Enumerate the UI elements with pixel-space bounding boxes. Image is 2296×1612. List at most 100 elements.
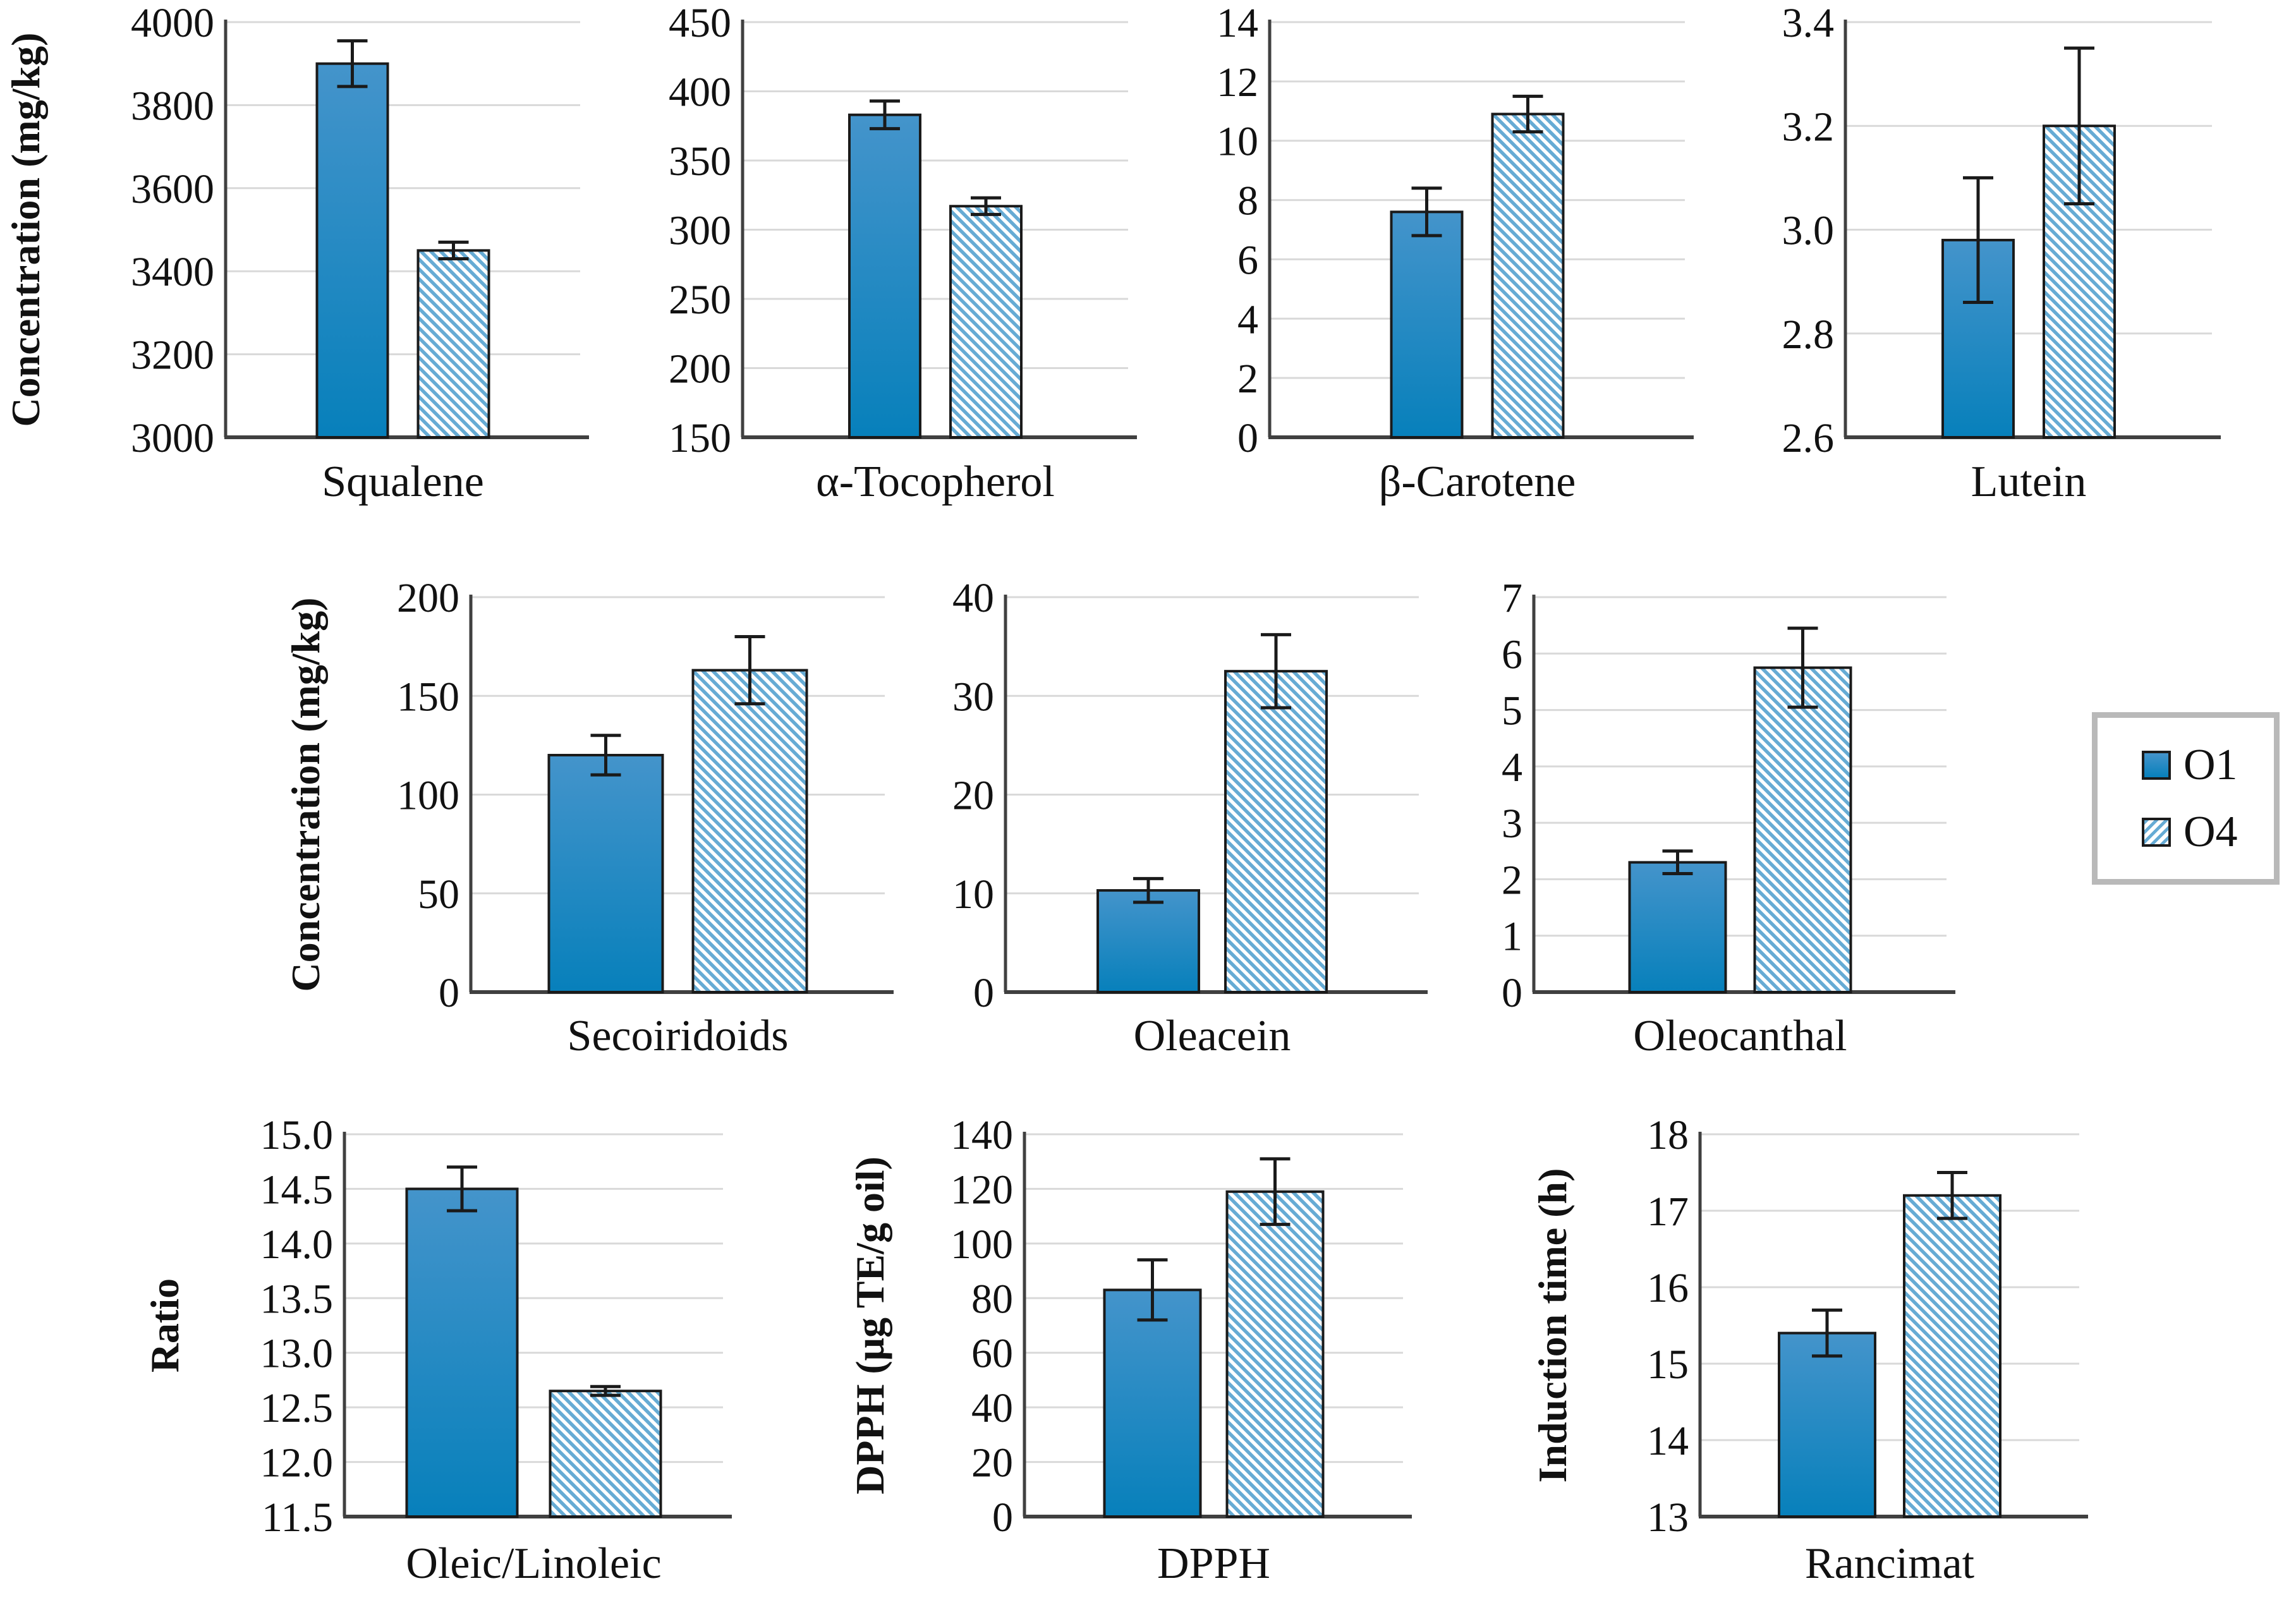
- y-tick-label: 120: [951, 1167, 1013, 1213]
- y-tick-label: 13.0: [260, 1331, 334, 1377]
- panel-secoiridoids: 0 50 100 150 200 Secoiridoids Concentration (m…: [283, 575, 894, 1060]
- legend-label-o4: O4: [2184, 807, 2238, 856]
- y-tick-label: 3200: [131, 332, 214, 379]
- y-tick-label: 17: [1647, 1189, 1689, 1235]
- y-tick-label: 11.5: [262, 1494, 333, 1541]
- y-tick-label: 250: [669, 277, 731, 323]
- error-bar-o1: [1137, 1258, 1168, 1322]
- error-bar-o1: [447, 1165, 477, 1213]
- legend-swatch-o1-solid: [2142, 750, 2171, 780]
- y-tick-label: 14.0: [260, 1221, 334, 1268]
- error-bar-o4: [1787, 626, 1818, 709]
- error-bar-o4: [1937, 1171, 1967, 1220]
- x-category-label: Oleic/Linoleic: [406, 1539, 661, 1588]
- y-tick-label: 10: [1217, 119, 1258, 165]
- y-tick-label: 3: [1502, 801, 1522, 847]
- secoiridoids-bar-o1: [547, 754, 664, 993]
- error-bar-o4: [438, 240, 469, 260]
- y-tick-label: 3600: [131, 166, 214, 212]
- panel-dpph: 0 20 40 60 80 100 120 140 DPPH DPPH (μg TE/g oil): [847, 1112, 1412, 1588]
- panel-tocopherol: 150 200 250 300 350 400 450 α-Tocopherol: [669, 0, 1137, 506]
- squalene-bar-o1: [315, 62, 389, 439]
- y-tick-label: 14.5: [260, 1167, 334, 1213]
- y-tick-label: 4: [1502, 744, 1522, 791]
- carotene-bar-o1: [1390, 210, 1464, 439]
- y-tick-label: 60: [971, 1331, 1013, 1377]
- y-tick-label: 20: [971, 1440, 1013, 1486]
- y-tick-label: 1: [1502, 914, 1522, 960]
- panel-oleacein: 0 10 20 30 40 Oleacein: [952, 575, 1428, 1060]
- y-tick-label: 3800: [131, 83, 214, 129]
- y-tick-label: 3.4: [1782, 0, 1835, 46]
- y-tick-label: 0: [973, 970, 994, 1016]
- y-tick-label: 10: [952, 871, 994, 918]
- y-tick-label: 18: [1647, 1112, 1689, 1158]
- legend-label-o1: O1: [2184, 740, 2238, 789]
- y-tick-label: 2.6: [1782, 415, 1835, 461]
- panel-carotene: 0 2 4 6 8 10 12 14 β-Carotene: [1217, 0, 1694, 506]
- y-tick-label: 300: [669, 208, 731, 254]
- error-bar-o1: [1411, 186, 1442, 238]
- y-tick-label: 16: [1647, 1265, 1689, 1311]
- y-tick-label: 30: [952, 674, 994, 720]
- y-tick-label: 0: [992, 1494, 1013, 1541]
- y-tick-label: 6: [1502, 631, 1522, 677]
- y-tick-label: 0: [1237, 415, 1258, 461]
- oleocanthal-bar-o1: [1628, 861, 1727, 993]
- error-bar-o1: [870, 99, 900, 131]
- legend-item-o1: O1: [2142, 740, 2274, 789]
- y-tick-label: 15.0: [260, 1112, 334, 1158]
- error-bar-o4: [590, 1385, 621, 1397]
- y-tick-label: 80: [971, 1276, 1013, 1322]
- x-category-label: Secoiridoids: [568, 1012, 789, 1060]
- secoiridoids-bar-o4: [691, 669, 808, 993]
- error-bar-o4: [2064, 46, 2094, 205]
- y-tick-label: 8: [1237, 178, 1258, 224]
- y-tick-label: 12.0: [260, 1440, 334, 1486]
- y-tick-label: 14: [1217, 0, 1258, 46]
- error-bar-o1: [337, 39, 368, 88]
- y-axis-title: Ratio: [142, 1278, 187, 1373]
- y-tick-label: 6: [1237, 237, 1258, 283]
- y-tick-label: 0: [1502, 970, 1522, 1016]
- squalene-bar-o4: [416, 249, 490, 439]
- y-tick-label: 3000: [131, 415, 214, 461]
- y-tick-label: 100: [951, 1221, 1013, 1268]
- oleic-linoleic-bar-o4: [549, 1390, 662, 1518]
- panel-squalene: 3000 3200 3400 3600 3800 4000 Squalene Concentr…: [3, 0, 589, 506]
- y-tick-label: 2: [1502, 857, 1522, 903]
- dpph-bar-o4: [1225, 1190, 1325, 1518]
- y-tick-label: 15: [1647, 1342, 1689, 1388]
- carotene-bar-o4: [1491, 112, 1565, 439]
- x-category-label: Oleocanthal: [1633, 1012, 1847, 1060]
- y-tick-label: 20: [952, 773, 994, 819]
- y-tick-label: 450: [669, 0, 731, 46]
- y-tick-label: 400: [669, 70, 731, 116]
- x-category-label: Oleacein: [1134, 1012, 1291, 1060]
- error-bar-o4: [1260, 1157, 1291, 1227]
- y-tick-label: 40: [971, 1385, 1013, 1431]
- tocopherol-bar-o4: [949, 205, 1023, 439]
- y-axis-title: Induction time (h): [1530, 1168, 1575, 1483]
- y-tick-label: 3400: [131, 249, 214, 295]
- error-bar-o4: [1261, 633, 1291, 710]
- error-bar-o4: [734, 635, 765, 706]
- y-axis-title: Concentration (mg/kg): [283, 598, 328, 992]
- y-axis-title: Concentration (mg/kg): [3, 33, 48, 427]
- oleic-linoleic-bar-o1: [405, 1187, 519, 1518]
- error-bar-o1: [1963, 176, 1993, 304]
- y-tick-label: 4: [1237, 296, 1258, 342]
- y-axis-title: DPPH (μg TE/g oil): [847, 1156, 892, 1494]
- y-tick-label: 150: [397, 674, 459, 720]
- y-tick-label: 14: [1647, 1418, 1689, 1464]
- y-tick-label: 4000: [131, 0, 214, 46]
- panel-oleocanthal: 0 1 2 3 4 5 6 7 Oleocanthal: [1502, 575, 1955, 1060]
- oleacein-bar-o1: [1096, 889, 1200, 993]
- y-tick-label: 350: [669, 138, 731, 185]
- x-category-label: Squalene: [322, 458, 484, 506]
- y-tick-label: 200: [397, 575, 459, 621]
- legend-item-o4: O4: [2142, 807, 2274, 856]
- y-tick-label: 0: [439, 970, 459, 1016]
